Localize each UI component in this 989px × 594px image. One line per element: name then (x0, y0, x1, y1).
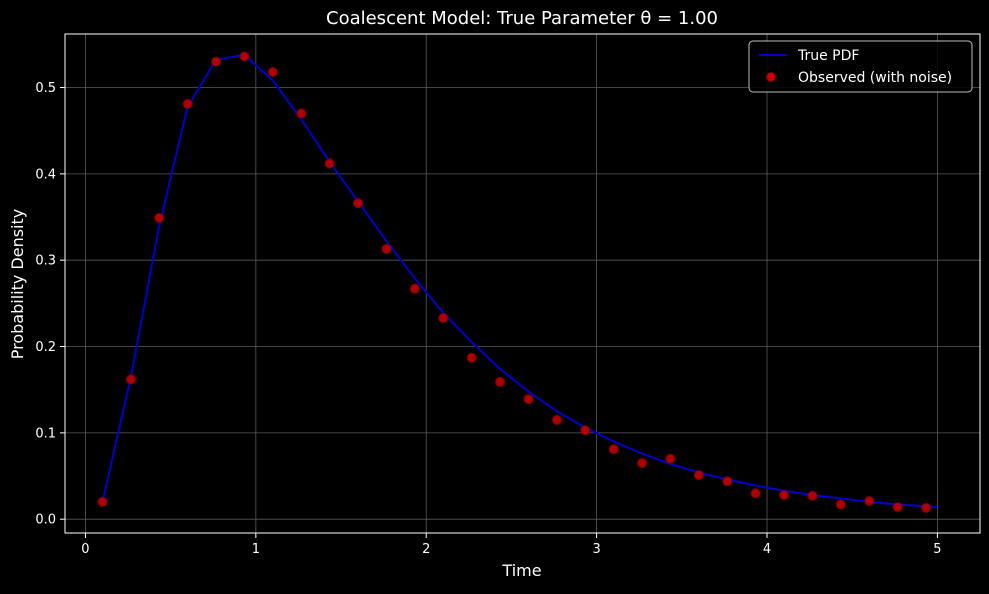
observed-point (154, 212, 165, 223)
y-tick-label: 0.3 (35, 254, 56, 269)
observed-point (807, 490, 818, 501)
x-axis-label: Time (501, 561, 541, 580)
x-tick-label: 5 (933, 542, 941, 557)
observed-point (125, 374, 136, 385)
x-tick-label: 3 (592, 542, 600, 557)
observed-point (381, 243, 392, 254)
y-tick-label: 0.4 (35, 167, 56, 182)
observed-point (523, 394, 534, 405)
observed-point (580, 425, 591, 436)
chart-title: Coalescent Model: True Parameter θ = 1.0… (326, 8, 718, 29)
observed-point (608, 444, 619, 455)
observed-point (97, 496, 108, 507)
x-tick-label: 4 (763, 542, 771, 557)
legend-label-true-pdf: True PDF (797, 48, 859, 64)
legend-marker-swatch (766, 72, 776, 82)
x-tick-label: 0 (81, 542, 89, 557)
grid-layer (65, 34, 980, 533)
observed-point (750, 488, 761, 499)
legend-label-observed: Observed (with noise) (798, 70, 952, 86)
observed-point (551, 414, 562, 425)
x-tick-label: 2 (422, 542, 430, 557)
axes-frame (64, 33, 981, 534)
series-layer (97, 51, 938, 513)
observed-point (353, 198, 364, 209)
observed-point (267, 66, 278, 77)
observed-point (920, 502, 931, 513)
observed-point (296, 108, 307, 119)
observed-point (182, 98, 193, 109)
observed-point (438, 313, 449, 324)
observed-point (779, 490, 790, 501)
observed-point (637, 458, 648, 469)
observed-point (892, 502, 903, 513)
observed-point (409, 283, 420, 294)
y-tick-label: 0.0 (35, 513, 56, 528)
legend-box (748, 40, 973, 93)
y-axis-label: Probability Density (8, 209, 27, 360)
observed-point (835, 499, 846, 510)
observed-point (665, 453, 676, 464)
observed-point (239, 51, 250, 62)
tick-layer: 0 1 2 3 4 5 0.0 0.1 0.2 0.3 0.4 0.5 (35, 81, 941, 557)
observed-point (495, 376, 506, 387)
y-tick-label: 0.1 (35, 426, 56, 441)
y-tick-label: 0.5 (35, 81, 56, 96)
observed-point (722, 476, 733, 487)
observed-point (211, 56, 222, 67)
observed-point (864, 496, 875, 507)
legend: True PDF Observed (with noise) (748, 40, 973, 93)
observed-point (693, 470, 704, 481)
y-tick-label: 0.2 (35, 340, 56, 355)
observed-point (466, 352, 477, 363)
x-tick-label: 1 (252, 542, 260, 557)
observed-point (324, 158, 335, 169)
